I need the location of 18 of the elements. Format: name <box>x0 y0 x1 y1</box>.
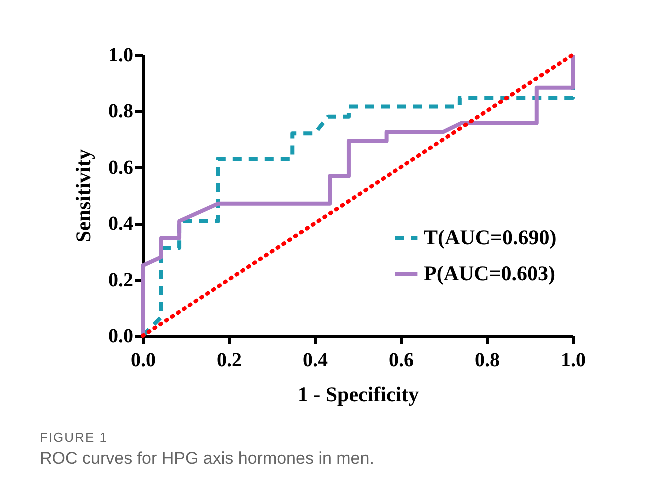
y-tick-label: 0.2 <box>108 269 134 292</box>
x-tick-label: 0.8 <box>475 350 500 372</box>
text: ROC curves for HPG axis hormones in men. <box>40 449 374 469</box>
x-tick-label: 1.0 <box>561 350 586 372</box>
y-tick-label: 0.4 <box>108 213 134 236</box>
legend-label: P(AUC=0.603) <box>424 262 556 286</box>
x-axis-title: 1 - Specificity <box>298 382 420 406</box>
y-axis-title: Sensitivity <box>72 148 96 243</box>
y-tick-label: 0.6 <box>108 156 134 179</box>
legend-label: T(AUC=0.690) <box>424 226 557 250</box>
x-tick-label: 0.6 <box>389 350 414 372</box>
x-tick-label: 0.2 <box>217 350 242 372</box>
y-tick-label: 0.0 <box>108 326 134 348</box>
caption: FIGURE 1 <box>40 430 109 445</box>
y-tick-label: 1.0 <box>108 44 134 66</box>
x-tick-label: 0.4 <box>303 350 328 372</box>
x-tick-label: 0.0 <box>131 350 156 372</box>
y-tick-label: 0.8 <box>108 100 134 123</box>
